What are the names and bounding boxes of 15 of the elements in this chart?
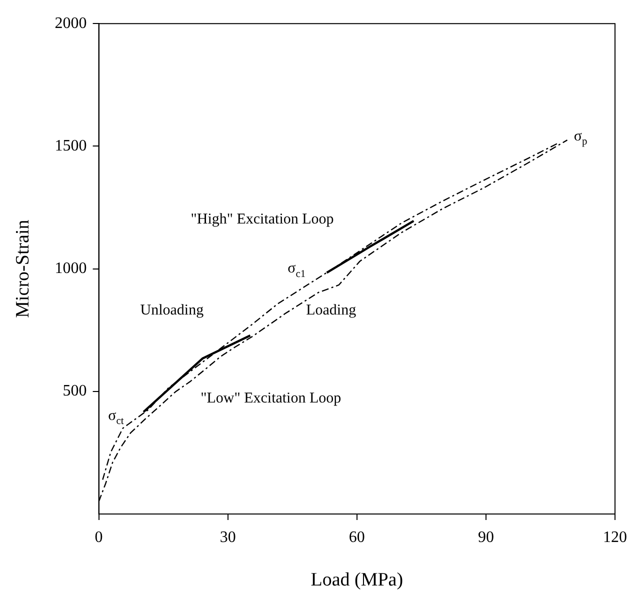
y-tick-label: 1000 [54, 260, 87, 278]
y-axis-title: Micro-Strain [12, 219, 34, 318]
x-axis-title: Load (MPa) [310, 570, 404, 591]
x-tick-label: 90 [478, 528, 494, 546]
y-tick-label: 2000 [54, 14, 87, 32]
annotation: "High" Excitation Loop [190, 212, 334, 228]
x-tick-label: 120 [603, 528, 627, 546]
y-tick-label: 1500 [54, 137, 87, 154]
x-tick-label: 60 [348, 528, 365, 546]
annotation: Loading [306, 302, 357, 318]
x-tick-label: 0 [94, 528, 103, 546]
y-tick-label: 500 [62, 382, 87, 400]
annotation: "Low" Excitation Loop [200, 390, 342, 407]
x-tick-label: 30 [220, 528, 236, 546]
annotation: Unloading [140, 302, 204, 318]
